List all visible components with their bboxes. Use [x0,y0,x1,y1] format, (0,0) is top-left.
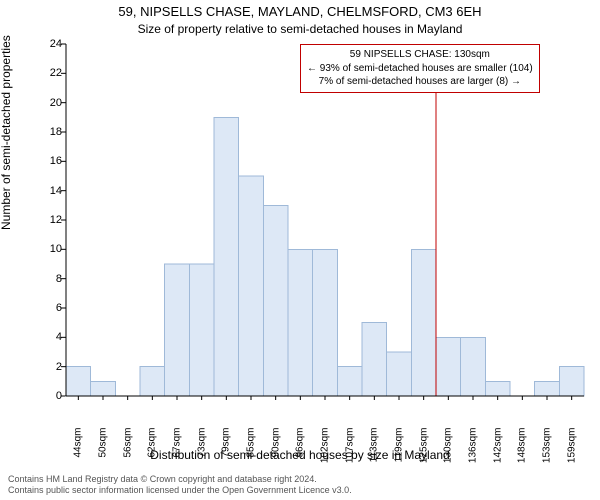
histogram-bar [165,264,190,396]
histogram-bar [436,337,461,396]
histogram-bar [66,367,91,396]
chart-title: 59, NIPSELLS CHASE, MAYLAND, CHELMSFORD,… [0,4,600,19]
histogram-bar [411,249,436,396]
x-axis-label: Distribution of semi-detached houses by … [0,448,600,462]
histogram-bar [140,367,165,396]
histogram-bar [362,323,387,396]
annotation-line-3: 7% of semi-detached houses are larger (8… [307,75,533,89]
histogram-bar [485,381,510,396]
annotation-box: 59 NIPSELLS CHASE: 130sqm ← 93% of semi-… [300,44,540,93]
histogram-bar [337,367,362,396]
histogram-bar [263,205,288,396]
histogram-bar [214,117,239,396]
histogram-bar [239,176,264,396]
histogram-bar [313,249,338,396]
histogram-bar [189,264,214,396]
histogram-bar [535,381,560,396]
histogram-bar [387,352,412,396]
histogram-bar [461,337,486,396]
histogram-bar [288,249,313,396]
footer-line-1: Contains HM Land Registry data © Crown c… [8,474,352,485]
annotation-line-1: 59 NIPSELLS CHASE: 130sqm [307,48,533,62]
histogram-bar [91,381,116,396]
footer-line-2: Contains public sector information licen… [8,485,352,496]
chart-subtitle: Size of property relative to semi-detach… [0,22,600,36]
footer-attribution: Contains HM Land Registry data © Crown c… [8,474,352,496]
histogram-bar [559,367,584,396]
y-axis-label: Number of semi-detached properties [0,35,13,230]
annotation-line-2: ← 93% of semi-detached houses are smalle… [307,62,533,76]
histogram-plot [58,40,588,400]
